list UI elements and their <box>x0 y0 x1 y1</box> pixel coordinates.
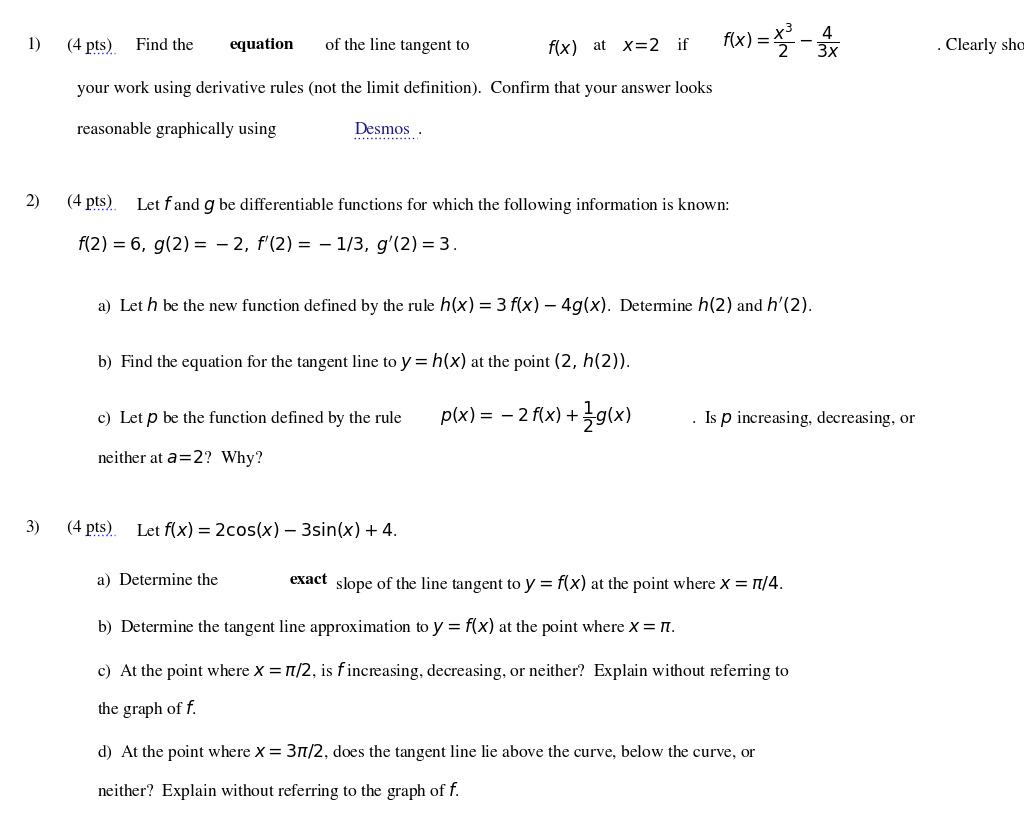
Text: . Clearly show: . Clearly show <box>937 38 1024 54</box>
Text: 2): 2) <box>26 194 40 210</box>
Text: .: . <box>418 122 422 138</box>
Text: (4 pts): (4 pts) <box>67 38 112 54</box>
Text: 1): 1) <box>26 38 40 54</box>
Text: Let $f$ and $g$ be differentiable functions for which the following information : Let $f$ and $g$ be differentiable functi… <box>136 194 730 216</box>
Text: 3): 3) <box>26 520 40 536</box>
Text: a)  Determine the: a) Determine the <box>97 573 223 589</box>
Text: the graph of $f$.: the graph of $f$. <box>97 698 197 721</box>
Text: $x\!=\!2$: $x\!=\!2$ <box>622 38 659 55</box>
Text: at: at <box>589 38 610 54</box>
Text: a)  Let $h$ be the new function defined by the rule $h(x) = 3\,f(x) - 4g(x)$.  D: a) Let $h$ be the new function defined b… <box>97 294 813 318</box>
Text: your work using derivative rules (not the limit definition).  Confirm that your : your work using derivative rules (not th… <box>77 81 713 97</box>
Text: neither?  Explain without referring to the graph of $f$.: neither? Explain without referring to th… <box>97 780 461 802</box>
Text: .  Is $p$ increasing, decreasing, or: . Is $p$ increasing, decreasing, or <box>691 408 916 430</box>
Text: Find the: Find the <box>136 38 198 54</box>
Text: if: if <box>673 38 688 54</box>
Text: b)  Find the equation for the tangent line to $y = h(x)$ at the point $(2,\, h(2: b) Find the equation for the tangent lin… <box>97 352 631 373</box>
Text: $p(x) = -2\,f(x) + \dfrac{1}{2}g(x)$: $p(x) = -2\,f(x) + \dfrac{1}{2}g(x)$ <box>440 399 632 435</box>
Text: of the line tangent to: of the line tangent to <box>321 38 473 54</box>
Text: $f(x)$: $f(x)$ <box>547 38 578 58</box>
Text: Let $f(x) = 2\cos(x) - 3\sin(x) + 4$.: Let $f(x) = 2\cos(x) - 3\sin(x) + 4$. <box>136 520 397 540</box>
Text: c)  Let $p$ be the function defined by the rule: c) Let $p$ be the function defined by th… <box>97 408 403 430</box>
Text: d)  At the point where $x = 3\pi/2$, does the tangent line lie above the curve, : d) At the point where $x = 3\pi/2$, does… <box>97 742 757 763</box>
Text: (4 pts): (4 pts) <box>67 194 112 210</box>
Text: b)  Determine the tangent line approximation to $y = f(x)$ at the point where $x: b) Determine the tangent line approximat… <box>97 617 676 638</box>
Text: Desmos: Desmos <box>354 122 411 138</box>
Text: reasonable graphically using: reasonable graphically using <box>77 122 281 138</box>
Text: exact: exact <box>290 573 328 586</box>
Text: $f(x) = \dfrac{x^3}{2} - \dfrac{4}{3x}$: $f(x) = \dfrac{x^3}{2} - \dfrac{4}{3x}$ <box>722 21 840 60</box>
Text: neither at $a\!=\!2$?  Why?: neither at $a\!=\!2$? Why? <box>97 448 263 469</box>
Text: $f(2) = 6,\; g(2) = -2,\; f'(2) = -1/3,\; g'(2) = 3\,$.: $f(2) = 6,\; g(2) = -2,\; f'(2) = -1/3,\… <box>77 233 458 257</box>
Text: c)  At the point where $x = \pi/2$, is $f$ increasing, decreasing, or neither?  : c) At the point where $x = \pi/2$, is $f… <box>97 660 790 682</box>
Text: (4 pts): (4 pts) <box>67 520 112 536</box>
Text: equation: equation <box>229 38 294 52</box>
Text: slope of the line tangent to $y = f(x)$ at the point where $x = \pi/4$.: slope of the line tangent to $y = f(x)$ … <box>331 573 783 595</box>
